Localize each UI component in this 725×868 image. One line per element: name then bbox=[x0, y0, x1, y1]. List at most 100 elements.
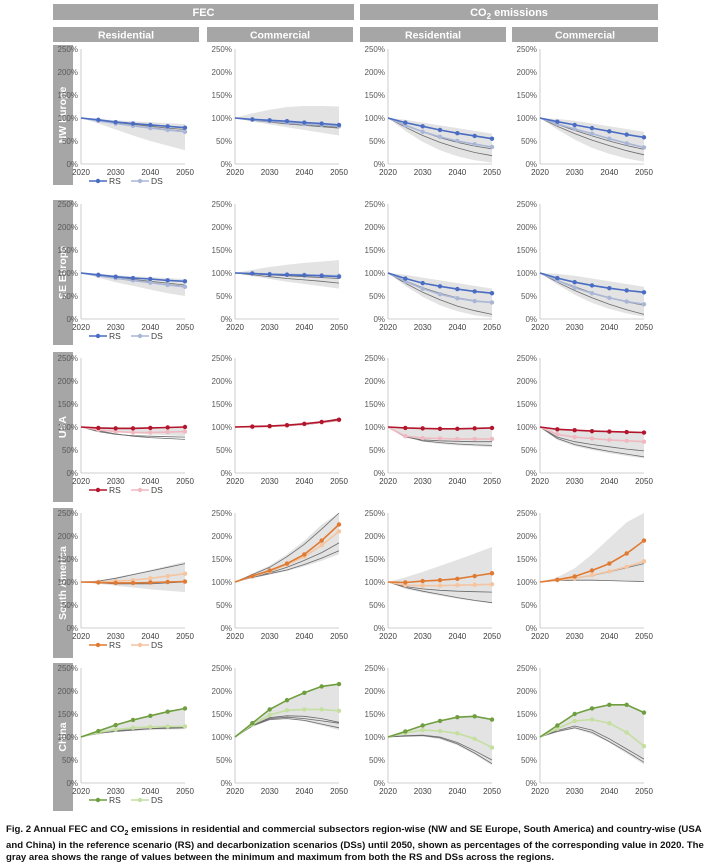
data-point-rs bbox=[437, 426, 443, 432]
data-point-rs bbox=[284, 698, 290, 703]
range-band bbox=[540, 513, 644, 582]
x-tick-label: 2050 bbox=[176, 632, 194, 641]
sector-header-commercial-3: Commercial bbox=[555, 30, 615, 42]
data-point-rs bbox=[130, 426, 136, 431]
data-point-rs bbox=[489, 717, 495, 722]
x-tick-label: 2030 bbox=[566, 787, 584, 796]
data-point-ds bbox=[572, 285, 577, 290]
ds-variant-line bbox=[387, 734, 493, 761]
x-tick-label: 2050 bbox=[635, 477, 653, 486]
y-tick-label: 50% bbox=[62, 601, 78, 610]
data-point-ds bbox=[437, 728, 443, 734]
data-point-ds bbox=[589, 572, 595, 578]
data-point-rs bbox=[267, 568, 272, 573]
y-tick-label: 100% bbox=[58, 423, 78, 432]
data-point-rs bbox=[489, 136, 495, 141]
data-point-rs bbox=[182, 706, 188, 711]
data-point-rs bbox=[113, 274, 118, 279]
y-tick-label: 250% bbox=[365, 354, 385, 363]
panel-south-america-fec-residential: 0% 50% 100% 150% 200% 250% 2020 2030 2040 2050 bbox=[58, 509, 195, 641]
legend-rs-label: RS bbox=[109, 795, 121, 805]
y-tick-label: 200% bbox=[58, 68, 78, 77]
caption-part-1: Fig. 2 Annual FEC and CO bbox=[6, 824, 125, 835]
y-tick-label: 200% bbox=[517, 223, 537, 232]
legend-ds-label: DS bbox=[151, 176, 163, 186]
data-point-rs bbox=[148, 713, 153, 719]
data-point-rs bbox=[403, 729, 408, 734]
data-point-ds bbox=[489, 300, 495, 305]
y-tick-label: 150% bbox=[58, 400, 78, 409]
y-tick-label: 50% bbox=[62, 292, 78, 301]
data-point-rs bbox=[148, 122, 153, 128]
legend-rs-label: RS bbox=[109, 640, 121, 650]
data-point-rs bbox=[555, 275, 560, 281]
group-header-fec: FEC bbox=[193, 7, 215, 19]
data-point-rs bbox=[624, 288, 629, 293]
x-tick-label: 2050 bbox=[330, 323, 348, 332]
data-point-rs bbox=[455, 576, 460, 581]
legend-rs-marker bbox=[95, 642, 101, 648]
x-tick-label: 2040 bbox=[600, 323, 618, 332]
data-point-ds bbox=[336, 708, 342, 713]
panel-usa-co2-commercial: 0% 50% 100% 150% 200% 250% 2020 2030 2040 2050 bbox=[517, 354, 654, 486]
x-tick-label: 2040 bbox=[448, 323, 466, 332]
legend-ds-label: DS bbox=[151, 640, 163, 650]
y-tick-label: 50% bbox=[369, 756, 385, 765]
data-point-rs bbox=[319, 273, 324, 278]
data-point-ds bbox=[165, 429, 170, 435]
y-tick-label: 150% bbox=[517, 246, 537, 255]
x-tick-label: 2030 bbox=[261, 477, 279, 486]
data-point-rs bbox=[302, 690, 307, 696]
x-tick-label: 2040 bbox=[295, 632, 313, 641]
panel-nw-europe-co2-commercial: 0% 50% 100% 150% 200% 250% 2020 2030 2040 2050 bbox=[517, 45, 654, 177]
data-point-ds bbox=[148, 724, 153, 730]
x-tick-label: 2020 bbox=[531, 477, 549, 486]
data-point-rs bbox=[284, 561, 290, 566]
data-point-ds bbox=[641, 559, 647, 564]
x-tick-label: 2030 bbox=[261, 787, 279, 796]
x-tick-label: 2030 bbox=[107, 323, 125, 332]
data-point-rs bbox=[284, 272, 290, 278]
data-point-ds bbox=[624, 564, 629, 570]
legend-rs-marker bbox=[95, 797, 101, 803]
x-tick-label: 2020 bbox=[379, 323, 397, 332]
data-point-rs bbox=[472, 714, 477, 719]
data-point-rs bbox=[641, 430, 647, 435]
x-tick-label: 2020 bbox=[379, 168, 397, 177]
x-tick-label: 2030 bbox=[566, 632, 584, 641]
y-tick-label: 50% bbox=[216, 446, 232, 455]
y-tick-label: 200% bbox=[365, 687, 385, 696]
legend-rs-label: RS bbox=[109, 485, 121, 495]
x-tick-label: 2030 bbox=[414, 323, 432, 332]
y-tick-label: 150% bbox=[212, 710, 232, 719]
data-point-rs bbox=[403, 120, 408, 125]
data-point-rs bbox=[267, 707, 272, 712]
x-tick-label: 2040 bbox=[600, 632, 618, 641]
y-tick-label: 250% bbox=[517, 200, 537, 209]
y-tick-label: 150% bbox=[517, 710, 537, 719]
data-point-rs bbox=[165, 579, 170, 585]
data-point-ds bbox=[437, 291, 443, 297]
x-tick-label: 2030 bbox=[414, 787, 432, 796]
data-point-ds bbox=[148, 280, 153, 285]
data-point-rs bbox=[96, 425, 101, 431]
legend-ds-marker bbox=[137, 487, 143, 493]
y-tick-label: 100% bbox=[58, 114, 78, 123]
x-tick-label: 2050 bbox=[176, 477, 194, 486]
sector-header-bg-0 bbox=[53, 27, 199, 42]
data-point-ds bbox=[607, 437, 612, 443]
y-tick-label: 200% bbox=[212, 223, 232, 232]
y-tick-label: 200% bbox=[517, 532, 537, 541]
y-tick-label: 200% bbox=[517, 687, 537, 696]
y-tick-label: 100% bbox=[517, 423, 537, 432]
y-tick-label: 100% bbox=[517, 578, 537, 587]
data-point-ds bbox=[182, 429, 188, 434]
y-tick-label: 250% bbox=[212, 200, 232, 209]
y-tick-label: 250% bbox=[365, 45, 385, 54]
data-point-ds bbox=[455, 138, 460, 144]
y-tick-label: 50% bbox=[369, 601, 385, 610]
y-tick-label: 150% bbox=[517, 555, 537, 564]
data-point-rs bbox=[589, 125, 595, 131]
data-point-ds bbox=[589, 436, 595, 441]
x-tick-label: 2040 bbox=[295, 787, 313, 796]
